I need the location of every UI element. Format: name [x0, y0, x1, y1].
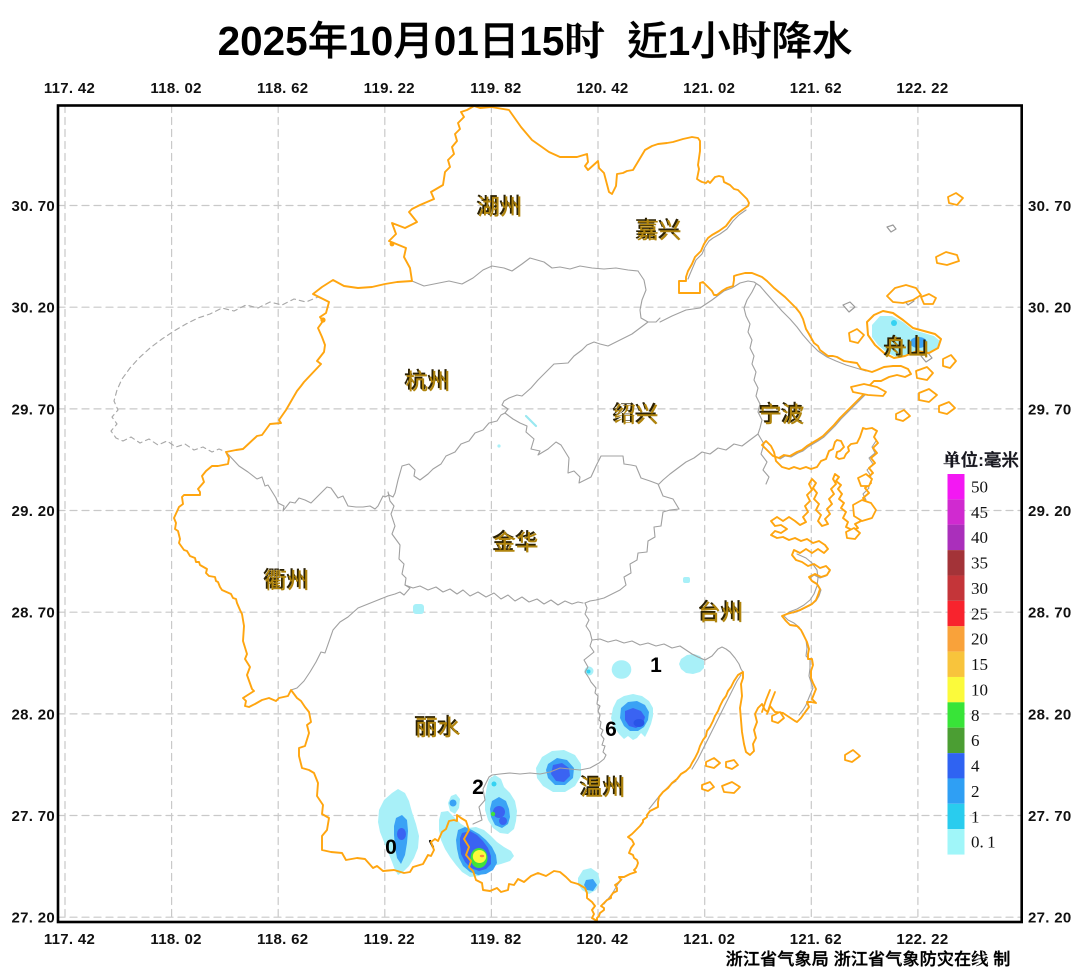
svg-text:30. 70: 30. 70: [11, 198, 55, 215]
svg-text:10: 10: [971, 680, 988, 699]
svg-text:27. 70: 27. 70: [1028, 808, 1072, 825]
svg-text:30. 20: 30. 20: [11, 300, 55, 317]
svg-text:121. 02: 121. 02: [683, 80, 735, 97]
svg-text:50: 50: [971, 478, 988, 497]
svg-text:27. 70: 27. 70: [11, 808, 55, 825]
svg-text:6: 6: [605, 718, 617, 741]
svg-text:29. 70: 29. 70: [1028, 401, 1072, 418]
svg-text:1: 1: [971, 807, 980, 826]
svg-text:118. 02: 118. 02: [150, 80, 201, 97]
svg-text:45: 45: [971, 503, 988, 522]
svg-text:122. 22: 122. 22: [896, 931, 948, 948]
svg-text:4: 4: [971, 757, 980, 776]
svg-text:28. 70: 28. 70: [11, 605, 55, 622]
svg-text:2: 2: [472, 776, 484, 799]
svg-text:30. 20: 30. 20: [1028, 300, 1072, 317]
svg-text:122. 22: 122. 22: [896, 80, 948, 97]
svg-text:6: 6: [971, 731, 980, 750]
svg-text:40: 40: [971, 528, 988, 547]
svg-text:10: 10: [348, 18, 393, 64]
svg-text:119. 82: 119. 82: [470, 80, 521, 97]
svg-text:0: 0: [385, 836, 397, 859]
svg-text:30. 70: 30. 70: [1028, 198, 1072, 215]
svg-text:2025: 2025: [218, 18, 308, 64]
svg-text:2: 2: [971, 782, 980, 801]
svg-text:30: 30: [971, 579, 988, 598]
svg-text:20: 20: [971, 630, 988, 649]
svg-text:28. 20: 28. 20: [1028, 706, 1072, 723]
svg-text:119. 82: 119. 82: [470, 931, 521, 948]
svg-text:117. 42: 117. 42: [44, 80, 95, 97]
svg-text:28. 70: 28. 70: [1028, 605, 1072, 622]
svg-text:29. 20: 29. 20: [11, 503, 55, 520]
svg-text:117. 42: 117. 42: [44, 931, 95, 948]
svg-text:121. 02: 121. 02: [683, 931, 735, 948]
svg-text:29. 70: 29. 70: [11, 401, 55, 418]
svg-text:121. 62: 121. 62: [790, 80, 842, 97]
svg-text:0. 1: 0. 1: [971, 833, 996, 852]
svg-text:1: 1: [668, 18, 691, 64]
svg-text:27. 20: 27. 20: [1028, 910, 1072, 927]
svg-text:120. 42: 120. 42: [576, 80, 628, 97]
svg-text:119. 22: 119. 22: [364, 80, 415, 97]
svg-text:28. 20: 28. 20: [11, 706, 55, 723]
svg-text:1: 1: [650, 654, 662, 677]
svg-text:15: 15: [971, 655, 988, 674]
svg-text:118. 62: 118. 62: [257, 80, 308, 97]
svg-text:01: 01: [434, 18, 479, 64]
svg-text:118. 02: 118. 02: [150, 931, 201, 948]
svg-text:15: 15: [519, 18, 564, 64]
svg-text:27. 20: 27. 20: [11, 910, 55, 927]
svg-text:118. 62: 118. 62: [257, 931, 308, 948]
svg-text::: :: [978, 450, 984, 470]
svg-text:119. 22: 119. 22: [364, 931, 415, 948]
svg-text:25: 25: [971, 604, 988, 623]
svg-text:8: 8: [971, 706, 980, 725]
svg-text:121. 62: 121. 62: [790, 931, 842, 948]
svg-text:35: 35: [971, 554, 988, 573]
svg-text:120. 42: 120. 42: [576, 931, 628, 948]
svg-text:29. 20: 29. 20: [1028, 503, 1072, 520]
